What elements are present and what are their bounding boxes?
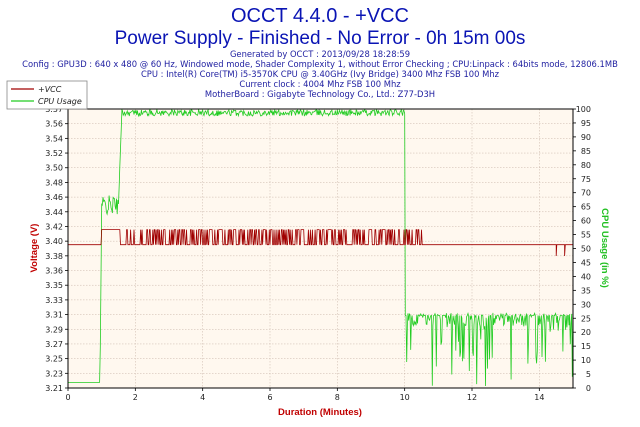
x-tick-label: 10 (400, 393, 410, 402)
series-cpu-usage (68, 108, 574, 387)
y-left-tick-label: 3.52 (45, 149, 63, 158)
info-generated: Generated by OCCT : 2013/09/28 18:28:59 (230, 49, 410, 59)
y-right-tick-label: 65 (581, 203, 591, 212)
y-right-tick-label: 75 (581, 175, 591, 184)
grid-lines (68, 109, 573, 388)
y-left-tick-label: 3.44 (45, 208, 63, 217)
y-right-tick-label: 90 (581, 133, 591, 142)
y-left-tick-label: 3.23 (45, 369, 63, 378)
y-left-tick-label: 3.27 (45, 340, 63, 349)
legend: +VCC CPU Usage (6, 80, 88, 110)
y-right-tick-label: 15 (581, 342, 591, 351)
vcc-line (68, 229, 573, 257)
y-left-tick-label: 3.57 (45, 105, 63, 114)
y-right-tick-label: 55 (581, 231, 591, 240)
y-right-tick-label: 40 (581, 272, 591, 281)
y-left-tick-label: 3.36 (45, 267, 63, 276)
y-left-tick-label: 3.40 (45, 237, 63, 246)
y-right-tick-label: 30 (581, 300, 591, 309)
y-right-tick-label: 5 (586, 370, 591, 379)
y-axis-left-label: Voltage (V) (29, 224, 40, 273)
info-clock: Current clock : 4004 Mhz FSB 100 Mhz (239, 79, 401, 89)
y-axis-right-label: CPU Usage (in %) (599, 208, 610, 288)
y-left-tick-label: 3.21 (45, 384, 63, 393)
chart-title-line1: OCCT 4.4.0 - +VCC (231, 5, 409, 27)
y-left-tick-label: 3.46 (45, 193, 63, 202)
x-tick-label: 8 (335, 393, 340, 402)
y-left-tick-label: 3.54 (45, 134, 63, 143)
legend-label-vcc: +VCC (38, 85, 62, 94)
y-left-tick-label: 3.25 (45, 355, 63, 364)
y-left-tick-label: 3.50 (45, 164, 63, 173)
series-vcc (68, 229, 573, 257)
info-config: Config : GPU3D : 640 x 480 @ 60 Hz, Wind… (22, 59, 618, 69)
y-left-tick-label: 3.29 (45, 325, 63, 334)
y-right-tick-label: 85 (581, 147, 591, 156)
y-left-tick-label: 3.35 (45, 281, 63, 290)
chart-title-line2: Power Supply - Finished - No Error - 0h … (115, 28, 526, 49)
y-left-tick-label: 3.48 (45, 178, 63, 187)
info-cpu: CPU : Intel(R) Core(TM) i5-3570K CPU @ 3… (141, 69, 500, 79)
x-tick-label: 6 (267, 393, 272, 402)
info-motherboard: MotherBoard : Gigabyte Technology Co., L… (205, 89, 435, 99)
y-right-tick-label: 80 (581, 161, 591, 170)
x-tick-label: 4 (200, 393, 205, 402)
x-tick-label: 0 (65, 393, 70, 402)
y-axis-left-ticks: 3.21 3.23 3.25 3.27 3.29 3.31 3.33 3.35 3.36 3.38… (45, 105, 68, 393)
y-left-tick-label: 3.56 (45, 120, 63, 129)
legend-label-cpu: CPU Usage (38, 97, 82, 106)
x-tick-label: 12 (467, 393, 477, 402)
legend-box (6, 80, 88, 110)
x-axis-label: Duration (Minutes) (278, 407, 362, 418)
y-right-tick-label: 60 (581, 217, 591, 226)
plot-area (68, 109, 573, 388)
y-right-tick-label: 0 (586, 384, 591, 393)
y-right-tick-label: 45 (581, 258, 591, 267)
y-right-tick-label: 10 (581, 356, 591, 365)
y-right-tick-label: 95 (581, 119, 591, 128)
y-axis-right-ticks: 0 5 10 15 20 25 30 35 40 45 50 55 60 65 70 75 80 85 90 95 10… (573, 105, 591, 393)
y-right-tick-label: 50 (581, 245, 591, 254)
y-left-tick-label: 3.31 (45, 311, 63, 320)
x-tick-label: 14 (534, 393, 544, 402)
y-left-tick-label: 3.42 (45, 222, 63, 231)
x-tick-label: 2 (133, 393, 138, 402)
y-right-tick-label: 20 (581, 328, 591, 337)
y-right-tick-label: 25 (581, 314, 591, 323)
y-left-tick-label: 3.38 (45, 252, 63, 261)
y-right-tick-label: 35 (581, 286, 591, 295)
cpu-usage-line (68, 108, 574, 387)
y-right-tick-label: 70 (581, 189, 591, 198)
x-axis-ticks: 0 2 4 6 8 10 12 14 (65, 388, 544, 402)
y-left-tick-label: 3.33 (45, 296, 63, 305)
y-right-tick-label: 100 (576, 105, 591, 114)
